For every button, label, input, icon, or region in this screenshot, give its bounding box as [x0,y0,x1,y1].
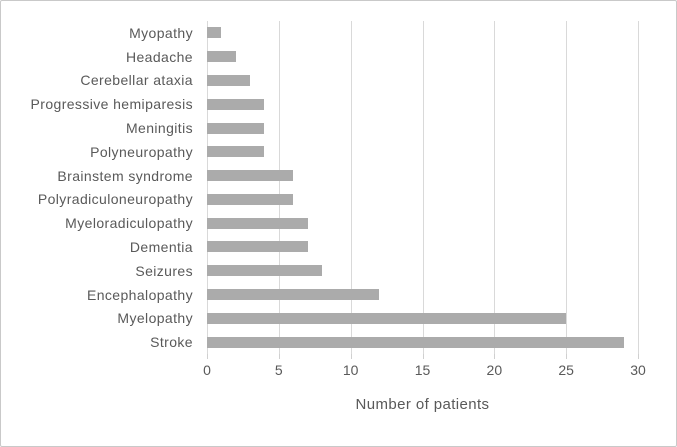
bar-cerebellar-ataxia [207,74,251,86]
bar-dementia [207,241,308,253]
category-label: Meningitis [125,120,193,137]
bar-headache [207,51,236,63]
tick-label: 0 [203,362,211,378]
gridline-x-10 [350,21,352,354]
tick-label: 10 [342,362,359,378]
category-label: Brainstem syndrome [57,167,193,184]
category-label: Encephalopathy [86,286,193,303]
bar-seizures [207,265,322,277]
category-label: Progressive hemiparesis [30,96,193,113]
category-axis: Myopathy Headache Cerebellar ataxia Progres… [1,21,193,354]
tick-label: 20 [486,362,503,378]
tick-label: 25 [558,362,574,378]
tick-mark-30 [638,354,639,359]
tick-label: 30 [630,362,646,378]
bar-polyneuropathy [207,146,265,158]
tick-mark-10 [350,354,352,359]
tick-mark-25 [566,354,568,359]
gridline-x-25 [566,21,568,354]
x-axis-title: Number of patients [355,396,490,413]
bar-progressive-hemiparesis [207,98,265,110]
tick-mark-0 [207,354,208,359]
gridline-x-5 [278,21,280,354]
tick-mark-20 [494,354,496,359]
category-label: Polyradiculoneuropathy [37,191,193,208]
bar-myelopathy [207,312,567,324]
gridline-x-20 [494,21,496,354]
category-label: Seizures [135,262,193,279]
plot-area [207,21,639,354]
category-label: Myelopathy [117,310,193,327]
category-label: Polyneuropathy [90,143,193,160]
tick-mark-5 [278,354,280,359]
bar-polyradiculoneuropathy [207,193,294,205]
category-label: Headache [125,48,193,65]
tick-label: 5 [274,362,283,378]
gridline-x-15 [422,21,424,354]
x-axis: 0 5 10 15 20 25 30 [203,354,646,394]
tick-mark-15 [422,354,424,359]
gridline-x-0 [207,21,208,354]
bar-stroke [207,336,624,348]
gridline-x-30 [638,21,639,354]
bar-brainstem-syndrome [207,170,294,182]
category-label: Cerebellar ataxia [80,72,193,89]
category-label: Myeloradiculopathy [65,215,193,232]
bar-myeloradiculopathy [207,217,308,229]
bar-meningitis [207,122,265,134]
category-label: Myopathy [129,24,193,41]
bar-myopathy [207,27,222,39]
tick-label: 15 [414,362,431,378]
bar-encephalopathy [207,289,380,301]
category-label: Dementia [129,238,193,255]
category-label: Stroke [150,334,193,351]
